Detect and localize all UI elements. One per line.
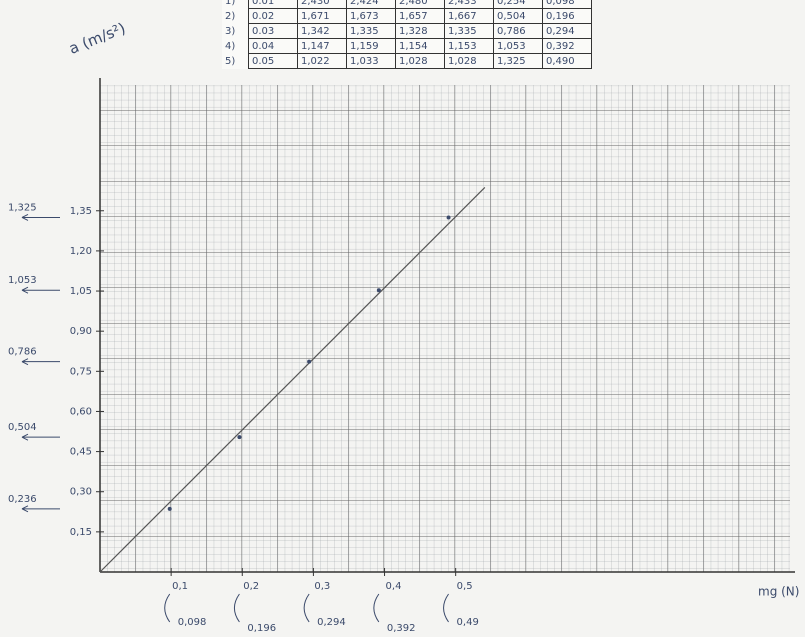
chart: a (m/s²) mg (N) 0,15 0,30 0,45 0,60 0,75 0,90… bbox=[0, 0, 805, 637]
table-cell: 1,667 bbox=[445, 9, 494, 24]
table-cell: 1,159 bbox=[347, 39, 396, 54]
table-cell: 1,028 bbox=[396, 54, 445, 69]
table-cell: 0,392 bbox=[543, 39, 592, 54]
y-tick-label: 0,45 bbox=[70, 447, 92, 458]
table-cell: 0.04 bbox=[249, 39, 298, 54]
table-cell: 1) bbox=[222, 0, 249, 9]
table-cell: 2) bbox=[222, 9, 249, 24]
table-cell: 0,254 bbox=[494, 0, 543, 9]
table-cell: 1,342 bbox=[298, 24, 347, 39]
data-point bbox=[307, 360, 311, 364]
y-tick-label: 0,75 bbox=[70, 366, 92, 377]
y-value-label: 1,325 bbox=[8, 202, 37, 213]
x-value-label: 0,196 bbox=[247, 623, 276, 634]
data-point bbox=[237, 435, 241, 439]
annotation-arrow bbox=[444, 594, 449, 622]
table-cell: 1,147 bbox=[298, 39, 347, 54]
data-point bbox=[168, 507, 172, 511]
table-cell: 1,022 bbox=[298, 54, 347, 69]
table-cell: 1,657 bbox=[396, 9, 445, 24]
table-cell: 5) bbox=[222, 54, 249, 69]
table-cell: 0.03 bbox=[249, 24, 298, 39]
x-axis-label: mg (N) bbox=[758, 585, 799, 599]
annotation-arrow bbox=[22, 287, 60, 293]
table-cell: 2,480 bbox=[396, 0, 445, 9]
y-tick-label: 1,35 bbox=[70, 206, 92, 217]
table-cell: 1,335 bbox=[347, 24, 396, 39]
annotation-arrow bbox=[234, 594, 239, 622]
table-cell: 4) bbox=[222, 39, 249, 54]
annotation-arrow bbox=[374, 594, 379, 622]
annotation-arrow bbox=[22, 506, 60, 512]
annotation-arrow bbox=[165, 594, 170, 622]
x-tick-label: 0,3 bbox=[314, 581, 330, 592]
table-cell: 1,028 bbox=[445, 54, 494, 69]
data-point bbox=[447, 215, 451, 219]
table-cell: 0,196 bbox=[543, 9, 592, 24]
graph-paper bbox=[100, 85, 790, 572]
table-cell: 0,786 bbox=[494, 24, 543, 39]
table-cell: 2,424 bbox=[347, 0, 396, 9]
table-cell: 1,154 bbox=[396, 39, 445, 54]
table-cell: 1,153 bbox=[445, 39, 494, 54]
table-cell: 2,430 bbox=[298, 0, 347, 9]
y-tick-label: 0,90 bbox=[70, 326, 92, 337]
table-cell: 0,490 bbox=[543, 54, 592, 69]
annotation-arrow bbox=[22, 214, 60, 220]
table-cell: 1,053 bbox=[494, 39, 543, 54]
x-value-label: 0,392 bbox=[387, 623, 416, 634]
x-tick-label: 0,1 bbox=[172, 581, 188, 592]
y-tick-label: 0,60 bbox=[70, 406, 92, 417]
x-value-label: 0,49 bbox=[457, 617, 479, 628]
table-cell: 0,294 bbox=[543, 24, 592, 39]
x-tick-label: 0,2 bbox=[243, 581, 259, 592]
table-cell: 0.01 bbox=[249, 0, 298, 9]
annotation-arrow bbox=[22, 359, 60, 365]
y-tick-label: 0,30 bbox=[70, 487, 92, 498]
table-cell: 0.02 bbox=[249, 9, 298, 24]
table-cell: 0.05 bbox=[249, 54, 298, 69]
x-tick-label: 0,4 bbox=[386, 581, 402, 592]
y-value-label: 0,236 bbox=[8, 494, 37, 505]
table-cell: 2,433 bbox=[445, 0, 494, 9]
y-tick-label: 1,20 bbox=[70, 246, 92, 257]
table-cell: 1,671 bbox=[298, 9, 347, 24]
annotation-arrow bbox=[304, 594, 309, 622]
x-value-label: 0,294 bbox=[317, 617, 346, 628]
y-tick-label: 0,15 bbox=[70, 527, 92, 538]
table-cell: 1,325 bbox=[494, 54, 543, 69]
y-value-label: 0,504 bbox=[8, 422, 37, 433]
x-tick-label: 0,5 bbox=[457, 581, 473, 592]
table-cell: 1,328 bbox=[396, 24, 445, 39]
y-tick-label: 1,05 bbox=[70, 286, 92, 297]
y-value-label: 0,786 bbox=[8, 347, 37, 358]
x-value-label: 0,098 bbox=[178, 617, 207, 628]
page: a (m/s²) mg (N) 0,15 0,30 0,45 0,60 0,75 0,90… bbox=[0, 0, 805, 637]
table-cell: 3) bbox=[222, 24, 249, 39]
table-cell: 1,033 bbox=[347, 54, 396, 69]
table-cell: 0,504 bbox=[494, 9, 543, 24]
y-axis-label: a (m/s²) bbox=[66, 19, 128, 58]
data-point bbox=[377, 288, 381, 292]
y-value-label: 1,053 bbox=[8, 275, 37, 286]
table-cell: 1,673 bbox=[347, 9, 396, 24]
annotation-arrow bbox=[22, 434, 60, 440]
table-cell: 1,335 bbox=[445, 24, 494, 39]
table-cell: 0,098 bbox=[543, 0, 592, 9]
